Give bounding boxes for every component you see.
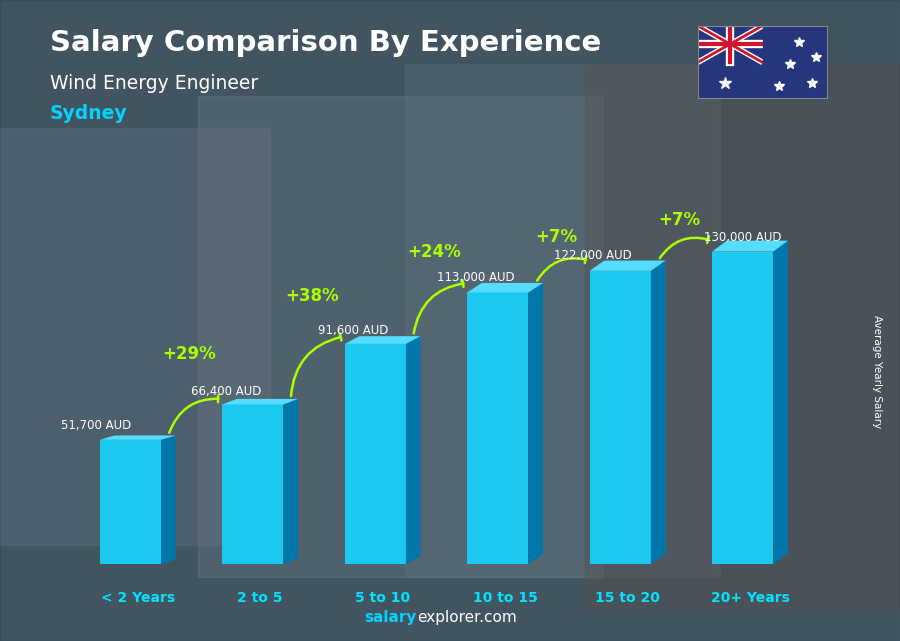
Polygon shape xyxy=(590,260,665,271)
Text: 15 to 20: 15 to 20 xyxy=(595,591,660,605)
Polygon shape xyxy=(161,435,176,564)
Bar xyxy=(712,251,773,564)
Bar xyxy=(198,96,603,577)
Text: 20+ Years: 20+ Years xyxy=(711,591,789,605)
Polygon shape xyxy=(100,435,176,440)
Text: +7%: +7% xyxy=(536,228,578,246)
Bar xyxy=(0,128,270,545)
Bar xyxy=(467,292,528,564)
Text: explorer.com: explorer.com xyxy=(417,610,517,625)
Polygon shape xyxy=(712,240,788,251)
Polygon shape xyxy=(406,336,420,564)
Text: +7%: +7% xyxy=(658,212,700,229)
Text: 5 to 10: 5 to 10 xyxy=(356,591,410,605)
Polygon shape xyxy=(773,240,788,564)
Text: 130,000 AUD: 130,000 AUD xyxy=(704,231,781,244)
Text: 66,400 AUD: 66,400 AUD xyxy=(191,385,261,398)
Text: 91,600 AUD: 91,600 AUD xyxy=(318,324,389,337)
Polygon shape xyxy=(651,260,665,564)
Text: Wind Energy Engineer: Wind Energy Engineer xyxy=(50,74,257,93)
Polygon shape xyxy=(284,399,298,564)
Text: +29%: +29% xyxy=(162,345,216,363)
Text: Sydney: Sydney xyxy=(50,104,127,123)
Bar xyxy=(100,440,161,564)
Bar xyxy=(585,64,900,609)
Bar xyxy=(345,344,406,564)
Text: 2 to 5: 2 to 5 xyxy=(238,591,283,605)
Text: Salary Comparison By Experience: Salary Comparison By Experience xyxy=(50,29,601,57)
Text: 51,700 AUD: 51,700 AUD xyxy=(61,419,131,432)
Polygon shape xyxy=(528,283,543,564)
Bar xyxy=(590,271,651,564)
Text: +38%: +38% xyxy=(284,287,338,306)
Text: salary: salary xyxy=(364,610,417,625)
Polygon shape xyxy=(467,283,543,292)
Polygon shape xyxy=(222,399,298,404)
Text: 122,000 AUD: 122,000 AUD xyxy=(554,249,632,262)
Bar xyxy=(222,404,284,564)
Text: 113,000 AUD: 113,000 AUD xyxy=(436,271,515,285)
Bar xyxy=(763,26,828,99)
Text: 10 to 15: 10 to 15 xyxy=(472,591,537,605)
Bar xyxy=(405,64,720,577)
Text: +24%: +24% xyxy=(407,243,461,261)
Text: Average Yearly Salary: Average Yearly Salary xyxy=(872,315,883,428)
Polygon shape xyxy=(345,336,420,344)
Text: < 2 Years: < 2 Years xyxy=(101,591,175,605)
